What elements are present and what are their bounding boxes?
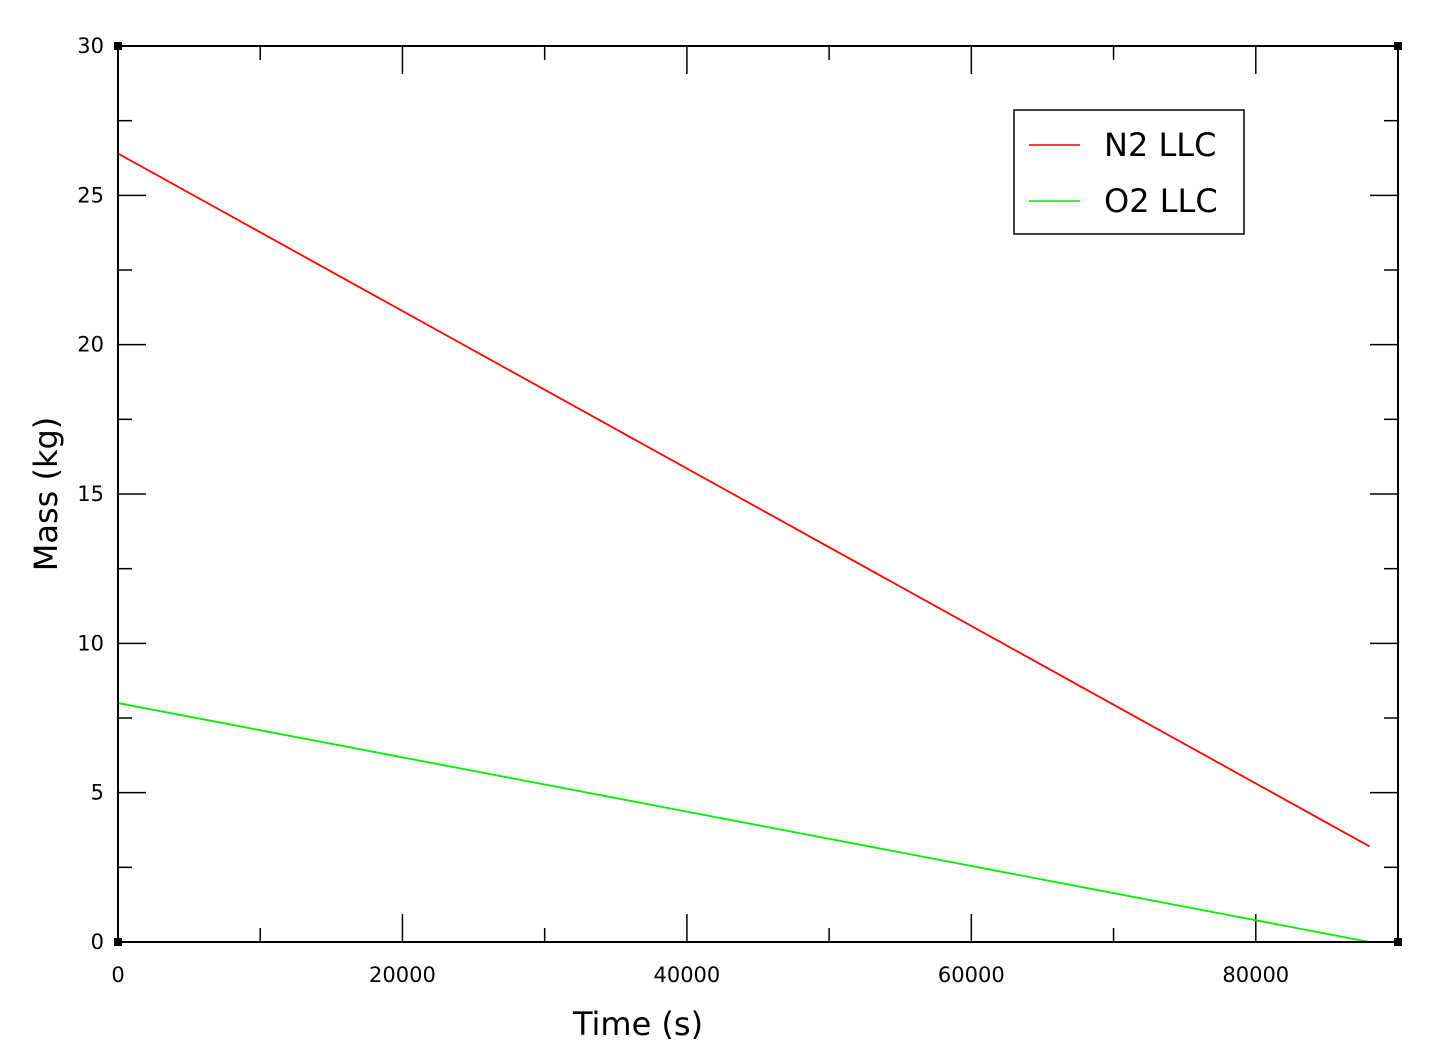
corner-marks xyxy=(114,42,1402,946)
y-tick-label: 20 xyxy=(77,333,104,357)
y-axis-title: Mass (kg) xyxy=(27,417,65,572)
x-tick-label: 40000 xyxy=(653,963,720,987)
y-tick-labels: 0 5 10 15 20 25 30 xyxy=(77,34,104,954)
legend-label-o2: O2 LLC xyxy=(1104,182,1218,220)
x-tick-labels: 0 20000 40000 60000 80000 xyxy=(111,963,1289,987)
plot-frame xyxy=(117,45,1399,943)
y-tick-label: 15 xyxy=(77,482,104,506)
x-axis-title: Time (s) xyxy=(572,1005,703,1043)
y-tick-label: 5 xyxy=(91,781,104,805)
corner-mark xyxy=(1394,938,1402,946)
y-tick-label: 10 xyxy=(77,631,104,655)
y-tick-label: 25 xyxy=(77,183,104,207)
x-tick-label: 60000 xyxy=(938,963,1005,987)
corner-mark xyxy=(114,42,122,50)
series-line-o2-llc xyxy=(117,702,1370,943)
x-tick-label: 80000 xyxy=(1222,963,1289,987)
y-tick-label: 0 xyxy=(91,930,104,954)
corner-mark xyxy=(1394,42,1402,50)
legend: N2 LLC O2 LLC xyxy=(1013,109,1245,235)
x-tick-label: 20000 xyxy=(369,963,436,987)
series-layer xyxy=(117,152,1370,943)
corner-mark xyxy=(114,938,122,946)
series-line-n2-llc xyxy=(117,152,1370,848)
y-tick-label: 30 xyxy=(77,34,104,58)
legend-label-n2: N2 LLC xyxy=(1104,126,1216,164)
x-tick-label: 0 xyxy=(111,963,124,987)
minor-ticks xyxy=(118,46,1398,942)
legend-box xyxy=(1013,109,1245,235)
